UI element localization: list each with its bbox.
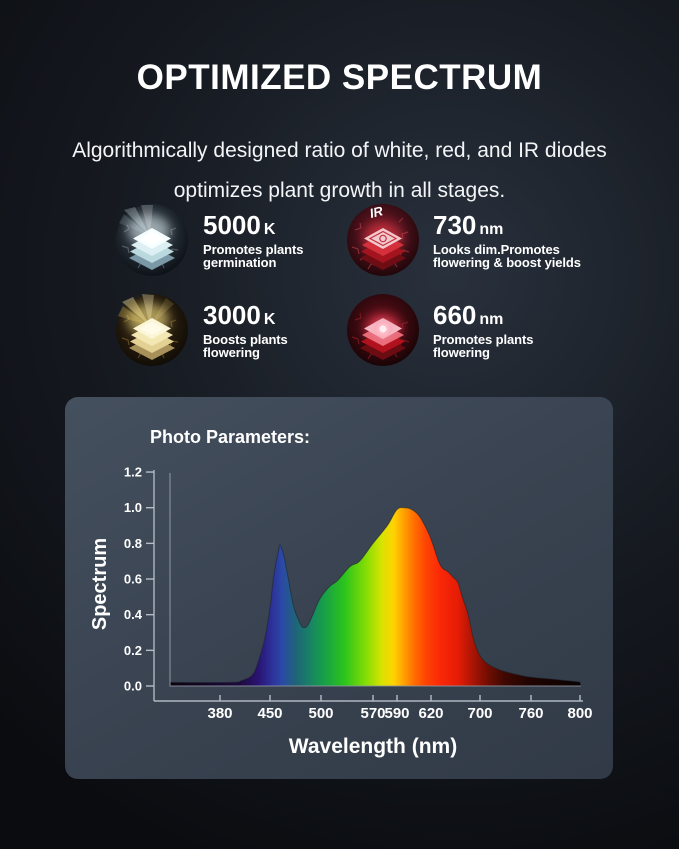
x-tick-label: 380 [207, 705, 232, 722]
spectrum-curve-layer [169, 506, 582, 687]
chart-panel: 0.0 0.2 0.4 0.6 0.8 1.0 1.2 380 450 500 570 590 620 7… [65, 397, 613, 779]
page-subtitle: Algorithmically designed ratio of white,… [0, 131, 679, 211]
circuit-traces [351, 312, 410, 360]
spectrum-area [169, 506, 582, 687]
feature-unit: K [263, 221, 276, 238]
page-subtitle-line1: Algorithmically designed ratio of white,… [72, 139, 607, 162]
feature-value: 730 [433, 210, 477, 240]
feature-desc-line2: flowering & boost yields [433, 254, 581, 270]
light-rays [119, 205, 153, 236]
led-chip [360, 228, 406, 270]
feature-value: 660 [433, 300, 477, 330]
feature-unit: nm [479, 221, 504, 238]
feature-desc-line2: germination [203, 254, 277, 270]
x-tick-label: 590 [384, 705, 409, 722]
feature-desc-line1: Looks dim.Promotes [433, 242, 560, 257]
x-tick-label: 620 [418, 705, 443, 722]
plot-frame [169, 473, 581, 687]
y-tick-label: 1.2 [124, 465, 142, 480]
y-tick-label: 0.8 [124, 536, 142, 551]
feature-desc-line1: Boosts plants [203, 332, 288, 347]
feature-desc-line2: flowering [433, 344, 490, 360]
ir-text-label: IR [368, 203, 385, 221]
x-tick-label: 450 [257, 705, 282, 722]
x-tick-label: 700 [467, 705, 492, 722]
red-led-chip-icon [347, 294, 419, 366]
chart-title: Photo Parameters: [150, 427, 310, 447]
x-tick-label: 500 [308, 705, 333, 722]
led-chip [129, 228, 175, 270]
feature-3000k: 3000 K Boosts plants flowering [203, 300, 288, 360]
y-tick-label: 0.2 [124, 643, 142, 658]
ir-led-chip-icon: IR [347, 203, 419, 276]
warm-white-led-chip-icon [116, 294, 188, 366]
feature-value: 3000 [203, 300, 261, 330]
page-title: OPTIMIZED SPECTRUM [136, 58, 543, 97]
y-axis-title: Spectrum [89, 538, 111, 630]
feature-unit: K [263, 311, 276, 328]
y-tick-label: 0.0 [124, 679, 142, 694]
feature-unit: nm [479, 311, 504, 328]
feature-660nm: 660 nm Promotes plants flowering [433, 300, 534, 360]
y-tick-label: 0.4 [124, 607, 143, 622]
feature-5000k: 5000 K Promotes plants germination [203, 210, 304, 270]
x-tick-label: 570 [360, 705, 385, 722]
feature-desc-line1: Promotes plants [203, 242, 304, 257]
x-tick-label: 760 [518, 705, 543, 722]
y-tick-label: 0.6 [124, 572, 142, 587]
x-tick-label: 800 [567, 705, 592, 722]
light-rays [118, 294, 174, 326]
led-chip [129, 318, 175, 360]
cool-white-led-chip-icon [116, 204, 188, 276]
page-subtitle-line2: optimizes plant growth in all stages. [173, 179, 506, 202]
feature-value: 5000 [203, 210, 261, 240]
feature-desc-line2: flowering [203, 344, 260, 360]
x-axis-title: Wavelength (nm) [289, 735, 457, 758]
feature-730nm: 730 nm Looks dim.Promotes flowering & boo… [433, 210, 581, 270]
feature-desc-line1: Promotes plants [433, 332, 534, 347]
led-chip [360, 318, 406, 360]
y-tick-label: 1.0 [124, 500, 142, 515]
